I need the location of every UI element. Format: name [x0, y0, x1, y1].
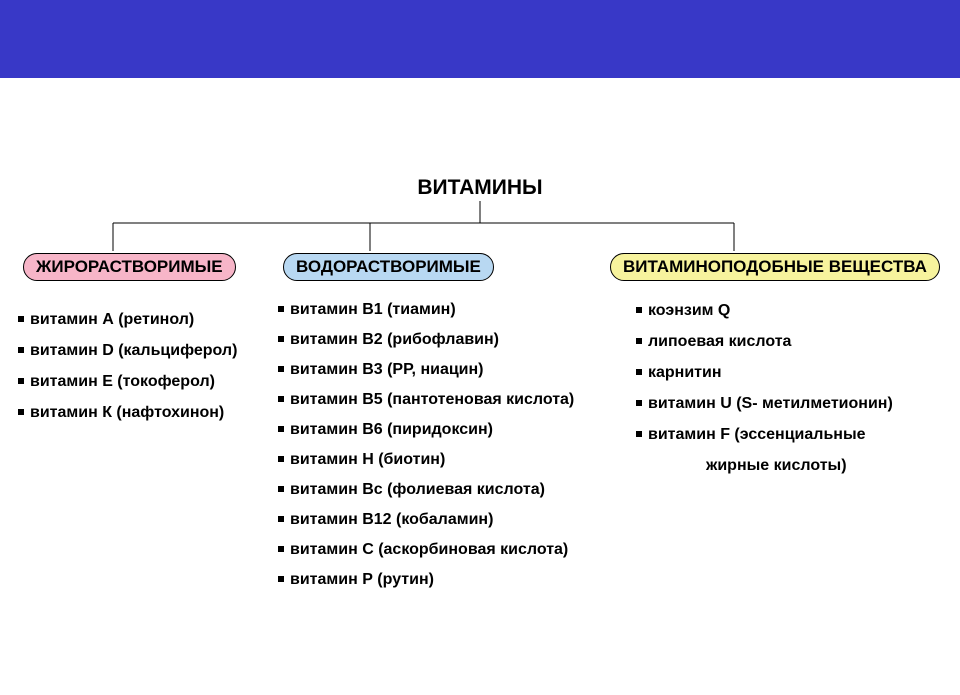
list-item-label: витамин К (нафтохинон)	[30, 404, 224, 421]
bullet-icon	[278, 306, 284, 312]
bullet-icon	[278, 396, 284, 402]
list-item-label: витамин В1 (тиамин)	[290, 301, 456, 318]
list-item: витамин К (нафтохинон)	[18, 397, 237, 428]
list-item-label: липоевая кислота	[648, 333, 791, 350]
list-item-label: витамин Р (рутин)	[290, 571, 434, 588]
branch-list-water: витамин В1 (тиамин) витамин В2 (рибофлави…	[278, 295, 574, 595]
bullet-icon	[18, 409, 24, 415]
bullet-icon	[278, 546, 284, 552]
bullet-icon	[278, 456, 284, 462]
list-item: витамин В1 (тиамин)	[278, 295, 574, 325]
list-item: липоевая кислота	[636, 326, 893, 357]
bullet-icon	[278, 486, 284, 492]
list-item: витамин D (кальциферол)	[18, 335, 237, 366]
list-item: витамин Н (биотин)	[278, 445, 574, 475]
list-item: коэнзим Q	[636, 295, 893, 326]
list-item: витамин А (ретинол)	[18, 304, 237, 335]
branch-list-like: коэнзим Q липоевая кислота карнитин витамин…	[636, 295, 893, 481]
list-item-label: коэнзим Q	[648, 302, 730, 319]
bullet-icon	[636, 307, 642, 313]
list-item-label: витамин С (аскорбиновая кислота)	[290, 541, 568, 558]
bullet-icon	[18, 378, 24, 384]
list-item-label: витамин D (кальциферол)	[30, 342, 237, 359]
bullet-icon	[636, 400, 642, 406]
branch-chip-fat: ЖИРОРАСТВОРИМЫЕ	[23, 253, 236, 281]
bullet-icon	[636, 338, 642, 344]
bullet-icon	[278, 336, 284, 342]
list-item-label: витамин Вс (фолиевая кислота)	[290, 481, 545, 498]
list-item: витамин Вс (фолиевая кислота)	[278, 475, 574, 505]
list-item-label: витамин Н (биотин)	[290, 451, 445, 468]
list-item: витамин В3 (РР, ниацин)	[278, 355, 574, 385]
bullet-icon	[278, 426, 284, 432]
branch-fat: ЖИРОРАСТВОРИМЫЕ	[23, 253, 236, 281]
list-item: витамин Р (рутин)	[278, 565, 574, 595]
list-item-label: витамин Е (токоферол)	[30, 373, 215, 390]
branch-chip-water: ВОДОРАСТВОРИМЫЕ	[283, 253, 494, 281]
list-item-label: карнитин	[648, 364, 722, 381]
list-item: витамин U (S- метилметионин)	[636, 388, 893, 419]
list-item: витамин F (эссенциальные	[636, 419, 893, 450]
bullet-icon	[278, 366, 284, 372]
list-item-label: витамин В6 (пиридоксин)	[290, 421, 493, 438]
list-item: карнитин	[636, 357, 893, 388]
bullet-icon	[18, 347, 24, 353]
list-item: витамин В12 (кобаламин)	[278, 505, 574, 535]
bullet-icon	[18, 316, 24, 322]
list-item-label: витамин В12 (кобаламин)	[290, 511, 493, 528]
list-item-continuation: жирные кислоты)	[636, 450, 893, 481]
branch-water: ВОДОРАСТВОРИМЫЕ	[283, 253, 494, 281]
top-bar	[0, 0, 960, 78]
list-item: витамин В2 (рибофлавин)	[278, 325, 574, 355]
diagram-area: ВИТАМИНЫ ЖИРОРАСТВОРИМЫЕвитамин А (ретин…	[0, 78, 960, 88]
branch-like: ВИТАМИНОПОДОБНЫЕ ВЕЩЕСТВА	[610, 253, 940, 281]
list-item-label: витамин U (S- метилметионин)	[648, 395, 893, 412]
bullet-icon	[636, 369, 642, 375]
list-item-label: витамин В2 (рибофлавин)	[290, 331, 499, 348]
list-item: витамин В6 (пиридоксин)	[278, 415, 574, 445]
list-item-label: витамин А (ретинол)	[30, 311, 194, 328]
list-item-label: витамин В3 (РР, ниацин)	[290, 361, 484, 378]
list-item-label: витамин F (эссенциальные	[648, 426, 866, 443]
bullet-icon	[636, 431, 642, 437]
list-item: витамин С (аскорбиновая кислота)	[278, 535, 574, 565]
bullet-icon	[278, 576, 284, 582]
list-item-label: витамин В5 (пантотеновая кислота)	[290, 391, 574, 408]
list-item: витамин В5 (пантотеновая кислота)	[278, 385, 574, 415]
branch-chip-like: ВИТАМИНОПОДОБНЫЕ ВЕЩЕСТВА	[610, 253, 940, 281]
bullet-icon	[278, 516, 284, 522]
list-item: витамин Е (токоферол)	[18, 366, 237, 397]
branch-list-fat: витамин А (ретинол) витамин D (кальциферо…	[18, 304, 237, 428]
root-title: ВИТАМИНЫ	[0, 176, 960, 200]
